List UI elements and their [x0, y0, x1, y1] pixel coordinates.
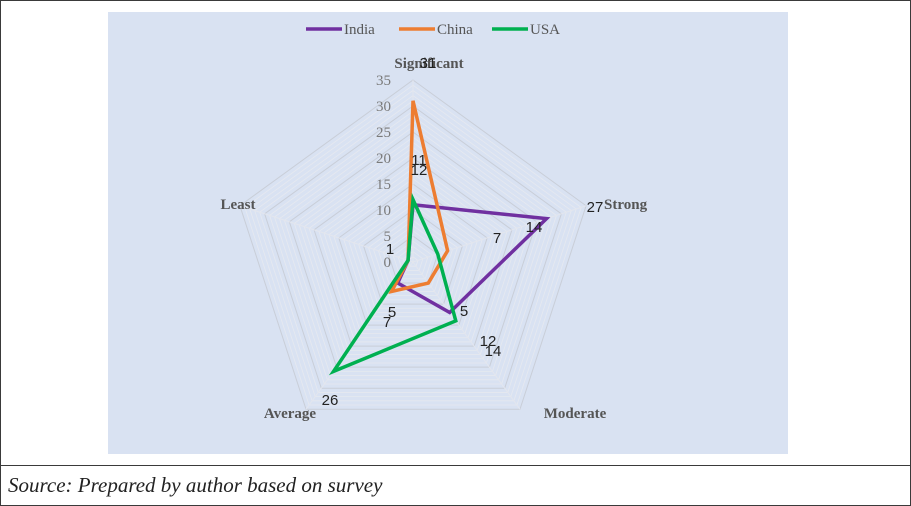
chart-plot-area: [108, 12, 788, 454]
radar-chart: 05101520253035SignificantStrongModerateA…: [221, 22, 648, 422]
grid-ring: [239, 79, 587, 410]
grid-ring: [362, 209, 464, 305]
grid-ring: [279, 121, 547, 376]
grid-ring: [387, 235, 439, 284]
grid-spoke: [239, 205, 414, 263]
axis-label-least: Least: [221, 197, 256, 213]
data-label: 14: [485, 343, 502, 360]
tick-label: 20: [376, 151, 391, 167]
grid-ring: [318, 162, 508, 343]
grid-ring: [288, 131, 538, 368]
axis-label-significant: Significant: [394, 56, 463, 72]
grid-ring: [348, 193, 478, 318]
tick-label: 10: [376, 203, 391, 219]
data-label: 1: [386, 241, 394, 258]
grid-ring: [283, 126, 543, 372]
axis-label-strong: Strong: [604, 197, 648, 213]
grid-ring: [368, 214, 458, 301]
grid-ring: [254, 95, 572, 398]
data-label: 7: [383, 314, 391, 331]
grid-ring: [313, 157, 513, 347]
data-label: 26: [322, 392, 339, 409]
grid-ring: [397, 245, 429, 276]
series-line-usa: [328, 192, 458, 376]
grid-spoke: [412, 261, 521, 410]
grid-spoke: [412, 205, 587, 263]
grid-ring: [328, 173, 498, 334]
grid-ring: [308, 152, 518, 351]
grid-ring: [259, 100, 567, 393]
grid-ring: [333, 178, 493, 330]
grid-ring: [264, 105, 562, 389]
grid-ring: [293, 136, 533, 364]
data-label: 31: [420, 55, 437, 72]
data-label: 5: [460, 303, 468, 320]
axis-label-average: Average: [264, 406, 317, 422]
tick-label: 25: [376, 125, 391, 141]
grid-ring: [274, 115, 552, 381]
grid-ring: [338, 183, 488, 326]
tick-label: 15: [376, 177, 391, 193]
tick-label: 5: [384, 229, 392, 245]
grid-ring: [269, 110, 557, 385]
grid-ring: [298, 141, 528, 360]
data-label: 12: [411, 162, 428, 179]
caption-divider: [0, 465, 911, 466]
tick-label: 35: [376, 73, 391, 89]
grid-ring: [244, 84, 582, 406]
legend-label-usa: USA: [530, 22, 560, 38]
tick-label: 30: [376, 99, 391, 115]
data-label: 5: [388, 304, 396, 321]
data-label: 12: [480, 333, 497, 350]
grid-ring: [402, 251, 424, 271]
grid-ring: [392, 240, 434, 280]
grid-ring: [353, 199, 473, 313]
axis-label-moderate: Moderate: [544, 406, 607, 422]
data-label: 7: [493, 230, 501, 247]
legend-label-india: India: [344, 22, 375, 38]
source-note: Source: Prepared by author based on surv…: [8, 473, 383, 497]
data-label: 11: [411, 152, 427, 169]
legend-label-china: China: [437, 22, 473, 38]
grid-ring: [249, 89, 577, 402]
data-label: 27: [587, 199, 604, 216]
grid-ring: [343, 188, 483, 322]
tick-label: 0: [384, 255, 392, 271]
data-label: 14: [526, 219, 543, 236]
grid-ring: [358, 204, 468, 309]
